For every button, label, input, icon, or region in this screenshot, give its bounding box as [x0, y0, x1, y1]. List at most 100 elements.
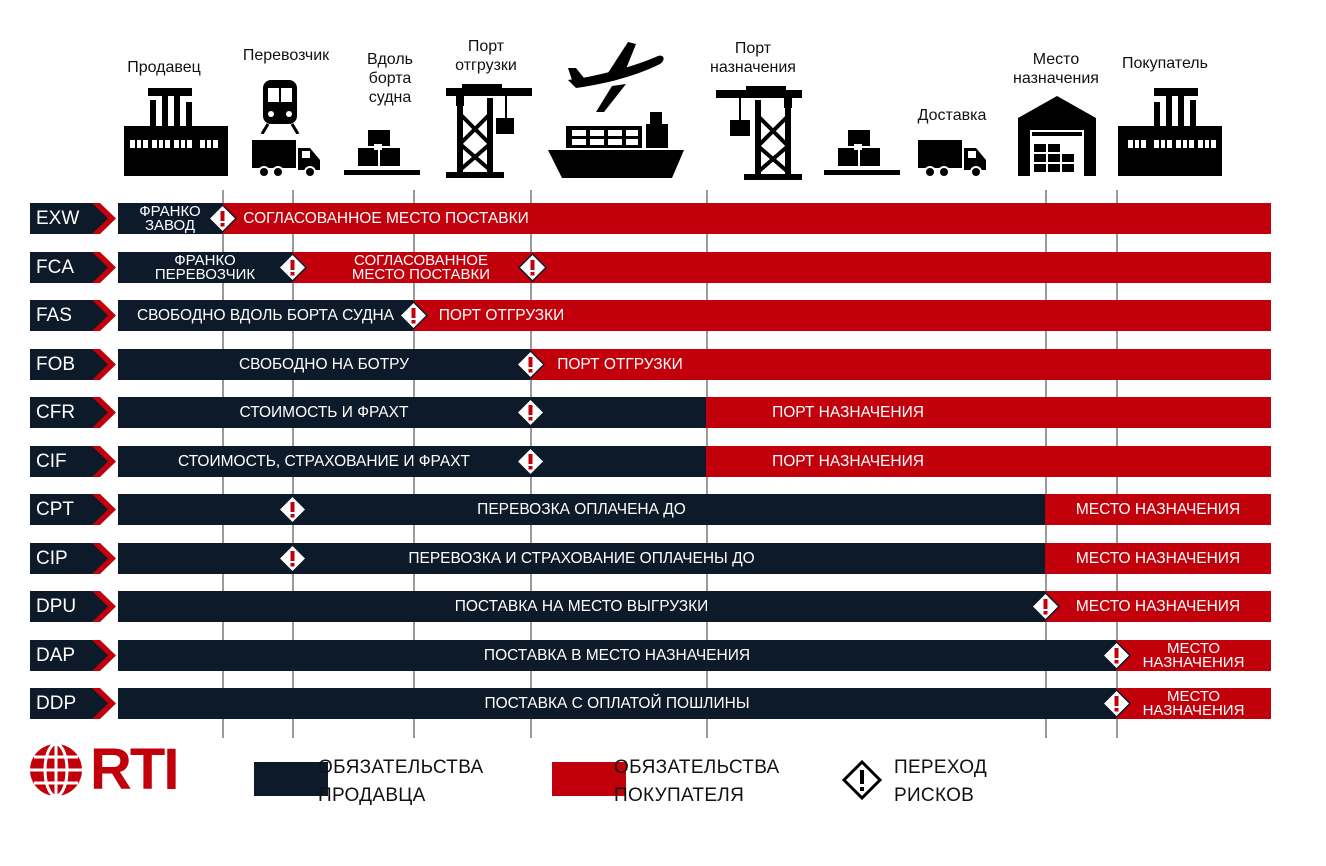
- incoterm-code: FAS: [30, 300, 88, 331]
- incoterm-row-dap: ПОСТАВКА В МЕСТО НАЗНАЧЕНИЯ МЕСТО НАЗНАЧЕ…: [30, 639, 1271, 671]
- risk-transfer-icon: [842, 760, 882, 800]
- chevron-right-icon: [86, 397, 116, 428]
- buyer-obligation-bar: [706, 445, 1271, 477]
- port-crane-icon: [446, 84, 532, 178]
- incoterm-code: CPT: [30, 494, 88, 525]
- seller-obligation-bar: [118, 591, 1045, 622]
- risk-transfer-icon: [1030, 592, 1060, 621]
- seller-obligation-bar: [118, 688, 1116, 719]
- incoterm-row-exw: ФРАНКО ЗАВОД СОГЛАСОВАННОЕ МЕСТО ПОСТАВКИ…: [30, 203, 1271, 234]
- risk-transfer-icon: [277, 252, 307, 282]
- incoterm-row-fob: СВОБОДНО НА БОТРУ ПОРТ ОТГРУЗКИ FOB: [30, 348, 1271, 380]
- factory-icon: [1118, 88, 1222, 176]
- warehouse-icon: [1018, 96, 1096, 176]
- risk-transfer-icon: [277, 495, 307, 524]
- seller-obligation-label: ПЕРЕВОЗКА ОПЛАЧЕНА ДО: [477, 501, 686, 518]
- incoterm-code: CIF: [30, 445, 88, 477]
- cargo-ship-icon: [548, 112, 684, 178]
- incoterm-code: CFR: [30, 397, 88, 428]
- buyer-obligation-bar: [706, 397, 1271, 428]
- seller-obligation-label: СТОИМОСТЬ И ФРАХТ: [239, 404, 409, 421]
- incoterm-row-fas: СВОБОДНО ВДОЛЬ БОРТА СУДНА ПОРТ ОТГРУЗКИ F…: [30, 300, 1271, 331]
- seller-obligation-label: ПЕРЕВОЗКА И СТРАХОВАНИЕ ОПЛАЧЕНЫ ДО: [408, 549, 755, 567]
- pallet-boxes-icon: [344, 130, 420, 175]
- risk-transfer-icon: [207, 204, 237, 233]
- buyer-obligation-label: СОГЛАСОВАННОЕ МЕСТО ПОСТАВКИ: [351, 251, 491, 283]
- incoterm-row-cif: СТОИМОСТЬ, СТРАХОВАНИЕ И ФРАХТ ПОРТ НАЗНА…: [30, 445, 1271, 477]
- seller-obligation-bar: [118, 397, 706, 428]
- chevron-right-icon: [86, 591, 116, 622]
- buyer-obligation-bar: [292, 251, 1271, 283]
- stage-label-destination: Место назначения: [1013, 51, 1099, 87]
- stage-label-carrier: Перевозчик: [242, 47, 330, 64]
- seller-obligation-bar: [118, 203, 222, 234]
- incoterm-code: DDP: [30, 688, 88, 719]
- risk-transfer-icon: [398, 301, 428, 330]
- chevron-right-icon: [86, 300, 116, 331]
- incoterm-code: EXW: [30, 203, 88, 234]
- risk-transfer-icon: [277, 543, 307, 573]
- buyer-obligation-bar: [1045, 591, 1271, 622]
- chevron-right-icon: [86, 542, 116, 574]
- train-icon: [260, 80, 300, 134]
- delivery-truck-icon: [918, 140, 986, 178]
- buyer-obligation-bar: [1116, 688, 1271, 719]
- incoterm-code: FCA: [30, 251, 88, 283]
- buyer-obligation-bar: [222, 203, 1271, 234]
- incoterm-row-cfr: СТОИМОСТЬ И ФРАХТ ПОРТ НАЗНАЧЕНИЯ CFR: [30, 397, 1271, 428]
- seller-obligation-label: ФРАНКО ЗАВОД: [139, 203, 201, 234]
- seller-obligation-label: ПОСТАВКА НА МЕСТО ВЫГРУЗКИ: [454, 598, 709, 615]
- incoterm-code: CIP: [30, 542, 88, 574]
- seller-obligation-label: ПОСТАВКА С ОПЛАТОЙ ПОШЛИНЫ: [484, 695, 750, 712]
- seller-obligation-bar: [118, 251, 292, 283]
- buyer-obligation-label: МЕСТО НАЗНАЧЕНИЯ: [1075, 549, 1241, 567]
- risk-transfer-icon: [515, 398, 545, 427]
- legend-seller-swatch: [254, 762, 328, 796]
- chevron-right-icon: [86, 494, 116, 525]
- risk-transfer-icon: [515, 446, 545, 476]
- stage-label-seller: Продавец: [127, 59, 201, 76]
- buyer-obligation-label: ПОРТ ОТГРУЗКИ: [557, 355, 683, 373]
- incoterm-row-dpu: ПОСТАВКА НА МЕСТО ВЫГРУЗКИ МЕСТО НАЗНАЧЕН…: [30, 591, 1271, 622]
- airplane-icon: [568, 42, 664, 112]
- factory-icon: [124, 88, 228, 176]
- buyer-obligation-bar: [1045, 494, 1271, 525]
- risk-transfer-icon: [1101, 640, 1131, 670]
- pallet-boxes-icon: [824, 130, 900, 175]
- chevron-right-icon: [86, 688, 116, 719]
- buyer-obligation-label: ПОРТ НАЗНАЧЕНИЯ: [772, 404, 924, 421]
- incoterm-row-cpt: ПЕРЕВОЗКА ОПЛАЧЕНА ДО МЕСТО НАЗНАЧЕНИЯ CPT: [30, 494, 1271, 525]
- buyer-obligation-label: МЕСТО НАЗНАЧЕНИЯ: [1075, 501, 1241, 518]
- stage-label-delivery: Доставка: [917, 107, 987, 124]
- seller-obligation-label: ФРАНКО ПЕРЕВОЗЧИК: [154, 251, 256, 283]
- stage-label-port-destination: Порт назначения: [710, 40, 796, 76]
- port-crane-icon: [716, 86, 802, 180]
- seller-obligation-label: СВОБОДНО ВДОЛЬ БОРТА СУДНА: [136, 307, 395, 324]
- buyer-obligation-label: СОГЛАСОВАННОЕ МЕСТО ПОСТАВКИ: [243, 210, 529, 227]
- brand-logo-text: RTI: [90, 737, 179, 802]
- seller-obligation-label: ПОСТАВКА В МЕСТО НАЗНАЧЕНИЯ: [483, 646, 751, 664]
- chevron-right-icon: [86, 203, 116, 234]
- risk-transfer-icon: [515, 349, 545, 379]
- legend-buyer-label: ОБЯЗАТЕЛЬСТВА ПОКУПАТЕЛЯ: [614, 757, 780, 806]
- stage-label-buyer: Покупатель: [1122, 55, 1208, 72]
- buyer-obligation-label: ПОРТ НАЗНАЧЕНИЯ: [772, 452, 924, 470]
- stage-label-alongside: Вдоль борта судна: [366, 51, 414, 106]
- chevron-right-icon: [86, 348, 116, 380]
- buyer-obligation-label: МЕСТО НАЗНАЧЕНИЯ: [1142, 688, 1245, 719]
- legend-seller-label: ОБЯЗАТЕЛЬСТВА ПРОДАВЦА: [318, 757, 484, 806]
- legend-buyer-swatch: [552, 762, 626, 796]
- risk-transfer-icon: [1101, 689, 1131, 718]
- seller-obligation-bar: [118, 300, 413, 331]
- risk-transfer-icon: [517, 252, 547, 282]
- seller-obligation-bar: [118, 445, 706, 477]
- incoterm-code: DPU: [30, 591, 88, 622]
- legend-risk-label: ПЕРЕХОД РИСКОВ: [894, 757, 988, 806]
- chevron-right-icon: [86, 251, 116, 283]
- buyer-obligation-label: ПОРТ ОТГРУЗКИ: [438, 307, 565, 324]
- delivery-truck-icon: [252, 140, 320, 178]
- buyer-obligation-bar: [1045, 542, 1271, 574]
- chevron-right-icon: [86, 445, 116, 477]
- globe-logo-icon: [30, 742, 82, 798]
- incoterm-row-fca: ФРАНКО ПЕРЕВОЗЧИК СОГЛАСОВАННОЕ МЕСТО ПОС…: [30, 251, 1271, 283]
